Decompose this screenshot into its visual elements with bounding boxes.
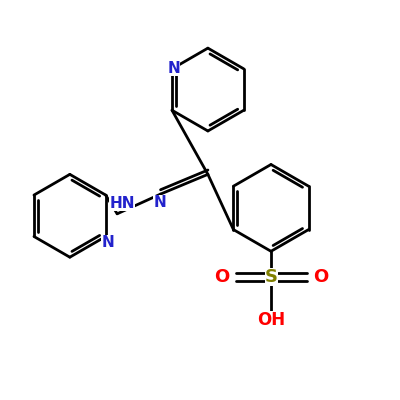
Text: HN: HN xyxy=(109,196,135,212)
Text: N: N xyxy=(101,235,114,250)
Text: O: O xyxy=(214,268,229,286)
Text: N: N xyxy=(168,61,180,76)
Text: O: O xyxy=(313,268,328,286)
Text: N: N xyxy=(153,195,166,210)
Text: S: S xyxy=(264,268,278,286)
Text: OH: OH xyxy=(257,311,285,329)
